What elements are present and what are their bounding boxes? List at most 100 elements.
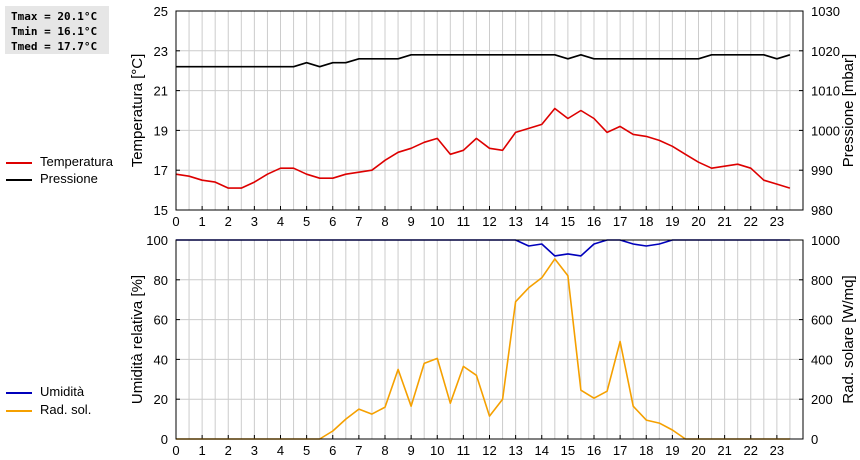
x-tick-label: 7 <box>355 214 362 229</box>
y-tick-label-left: 20 <box>154 392 168 407</box>
y-tick-label-right: 980 <box>811 203 833 218</box>
y-tick-label-left: 15 <box>154 203 168 218</box>
y-tick-label-right: 400 <box>811 352 833 367</box>
x-tick-label: 23 <box>770 443 784 458</box>
x-tick-label: 17 <box>613 443 627 458</box>
x-tick-label: 18 <box>639 443 653 458</box>
legend-item-humidity: Umidità <box>6 384 84 400</box>
legend-label-radiation: Rad. sol. <box>40 402 92 417</box>
x-tick-label: 0 <box>172 214 179 229</box>
x-tick-label: 23 <box>770 214 784 229</box>
x-tick-label: 11 <box>457 443 471 458</box>
x-tick-label: 3 <box>251 443 258 458</box>
x-tick-label: 7 <box>355 443 362 458</box>
x-tick-label: 16 <box>587 443 601 458</box>
y-tick-label-right: 1000 <box>811 123 840 138</box>
legend-swatch-temperature <box>6 161 32 164</box>
legend-label-humidity: Umidità <box>40 384 85 399</box>
x-tick-label: 2 <box>225 214 232 229</box>
x-tick-label: 4 <box>277 443 284 458</box>
legend-swatch-radiation <box>6 409 32 412</box>
x-tick-label: 13 <box>508 443 522 458</box>
x-tick-label: 22 <box>744 443 758 458</box>
y-tick-label-right: 800 <box>811 273 833 288</box>
legend-label-pressure: Pressione <box>40 171 98 186</box>
x-tick-label: 19 <box>665 443 679 458</box>
y-tick-label-left: 0 <box>161 432 168 447</box>
series-line-temperatura <box>175 107 791 189</box>
y-tick-label-left: 25 <box>154 4 168 19</box>
legend-swatch-humidity <box>6 391 32 394</box>
x-tick-label: 6 <box>329 443 336 458</box>
x-tick-label: 16 <box>587 214 601 229</box>
x-tick-label: 19 <box>665 214 679 229</box>
x-tick-label: 12 <box>482 214 496 229</box>
y-tick-label-right: 1030 <box>811 4 840 19</box>
x-tick-label: 2 <box>225 443 232 458</box>
y-axis-label-left: Umidità relativa [%] <box>129 275 146 404</box>
x-tick-label: 14 <box>535 443 549 458</box>
x-tick-label: 13 <box>508 214 522 229</box>
plot-frame <box>175 239 804 440</box>
stats-box: Tmax = 20.1°C Tmin = 16.1°C Tmed = 17.7°… <box>5 6 109 54</box>
y-tick-label-right: 1010 <box>811 84 840 99</box>
legend-item-temperature: Temperatura <box>6 154 113 170</box>
x-tick-label: 11 <box>457 214 471 229</box>
y-tick-label-right: 1000 <box>811 233 840 248</box>
y-tick-label-right: 990 <box>811 163 833 178</box>
x-tick-label: 12 <box>482 443 496 458</box>
x-tick-label: 0 <box>172 443 179 458</box>
x-tick-label: 21 <box>717 443 731 458</box>
y-tick-label-left: 40 <box>154 352 168 367</box>
x-tick-label: 14 <box>535 214 549 229</box>
y-tick-label-left: 60 <box>154 313 168 328</box>
legend-swatch-pressure <box>6 178 32 181</box>
x-tick-label: 21 <box>717 214 731 229</box>
series-line-rad-sol <box>176 258 790 440</box>
x-tick-label: 1 <box>199 214 206 229</box>
y-tick-label-left: 80 <box>154 273 168 288</box>
stat-tmed: Tmed = 17.7°C <box>11 40 98 53</box>
y-tick-label-left: 23 <box>154 44 168 59</box>
y-tick-label-left: 21 <box>154 84 168 99</box>
x-tick-label: 8 <box>381 443 388 458</box>
y-tick-label-right: 0 <box>811 432 818 447</box>
x-tick-label: 10 <box>430 443 444 458</box>
y-tick-label-right: 200 <box>811 392 833 407</box>
x-tick-label: 22 <box>744 214 758 229</box>
y-tick-label-left: 17 <box>154 163 168 178</box>
x-tick-label: 6 <box>329 214 336 229</box>
series-line-umidit <box>176 239 790 257</box>
x-tick-label: 5 <box>303 443 310 458</box>
x-tick-label: 1 <box>199 443 206 458</box>
legend-item-pressure: Pressione <box>6 171 98 187</box>
x-tick-label: 20 <box>691 443 705 458</box>
stat-tmin: Tmin = 16.1°C <box>11 25 98 38</box>
x-tick-label: 8 <box>381 214 388 229</box>
y-axis-label-right: Pressione [mbar] <box>840 54 857 167</box>
x-tick-label: 15 <box>561 443 575 458</box>
y-axis-label-left: Temperatura [°C] <box>129 54 146 168</box>
plot-frame <box>175 10 804 211</box>
x-tick-label: 9 <box>408 214 415 229</box>
series-line-pressione <box>176 53 791 68</box>
stat-tmax: Tmax = 20.1°C <box>11 10 98 23</box>
x-tick-label: 18 <box>639 214 653 229</box>
x-tick-label: 15 <box>561 214 575 229</box>
x-tick-label: 9 <box>408 443 415 458</box>
x-tick-label: 5 <box>303 214 310 229</box>
y-tick-label-left: 100 <box>146 233 168 248</box>
x-tick-label: 20 <box>691 214 705 229</box>
x-tick-label: 4 <box>277 214 284 229</box>
y-tick-label-left: 19 <box>154 123 168 138</box>
y-tick-label-right: 1020 <box>811 44 840 59</box>
y-axis-label-right: Rad. solare [W/mq] <box>840 275 857 403</box>
legend-label-temperature: Temperatura <box>40 154 113 169</box>
x-tick-label: 17 <box>613 214 627 229</box>
x-tick-label: 3 <box>251 214 258 229</box>
x-tick-label: 10 <box>430 214 444 229</box>
y-tick-label-right: 600 <box>811 313 833 328</box>
